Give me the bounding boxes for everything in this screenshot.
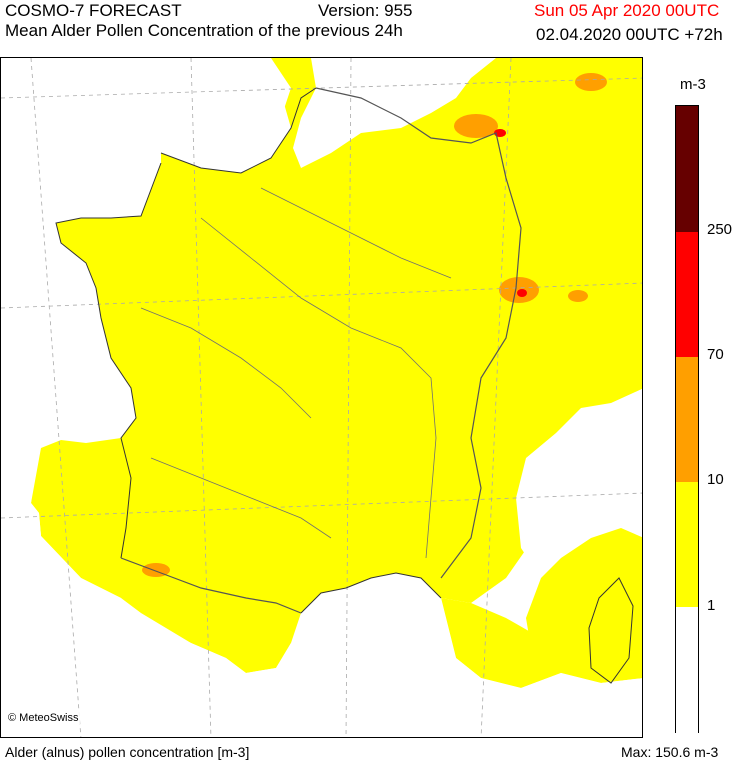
legend-tick: 70 <box>707 346 724 363</box>
border <box>120 87 522 614</box>
legend-unit: m-3 <box>680 76 706 93</box>
version-label: Version: 955 <box>318 1 413 20</box>
no-pollen-area-med <box>301 573 642 737</box>
legend-band <box>676 482 698 607</box>
legend-tick: 10 <box>707 471 724 488</box>
pollen-area-medium <box>568 290 588 302</box>
footer-description: Alder (alnus) pollen concentration [m-3] <box>5 744 250 760</box>
coastline <box>55 87 634 684</box>
legend-band <box>676 607 698 734</box>
pollen-area-medium <box>575 73 607 91</box>
no-pollen-area-channel <box>1 58 291 173</box>
no-pollen-area-spain <box>1 578 311 737</box>
map-canvas <box>1 58 642 737</box>
pollen-area-corsica <box>589 578 633 683</box>
legend-colorbar <box>675 105 699 734</box>
rivers <box>140 187 452 559</box>
graticule <box>1 58 642 737</box>
pollen-area-low <box>31 58 642 673</box>
no-pollen-area-alps <box>516 388 642 578</box>
forecast-title: COSMO-7 FORECAST <box>5 1 182 20</box>
pollen-map <box>0 57 643 738</box>
legend-band <box>676 232 698 357</box>
legend-tick: 1 <box>707 597 716 614</box>
pollen-area-medium <box>454 114 498 138</box>
no-pollen-area-atlantic <box>1 168 131 618</box>
legend-tick: 250 <box>707 221 733 238</box>
footer-max-value: Max: 150.6 m-3 <box>621 744 719 760</box>
meteoswiss-credit: © MeteoSwiss <box>6 712 81 724</box>
run-time: 02.04.2020 00UTC +72h <box>536 25 723 44</box>
map-subtitle: Mean Alder Pollen Concentration of the p… <box>5 21 403 40</box>
pollen-area-high <box>517 289 527 297</box>
valid-time: Sun 05 Apr 2020 00UTC <box>534 1 720 20</box>
legend-band <box>676 106 698 232</box>
legend-band <box>676 357 698 482</box>
pollen-area-southeast <box>441 598 561 688</box>
